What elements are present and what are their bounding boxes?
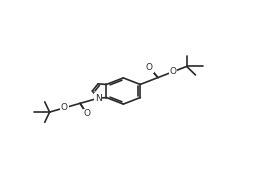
Text: O: O — [146, 63, 153, 72]
Text: O: O — [169, 67, 176, 76]
Text: O: O — [83, 109, 90, 118]
Text: N: N — [95, 94, 101, 103]
Text: O: O — [61, 103, 68, 112]
